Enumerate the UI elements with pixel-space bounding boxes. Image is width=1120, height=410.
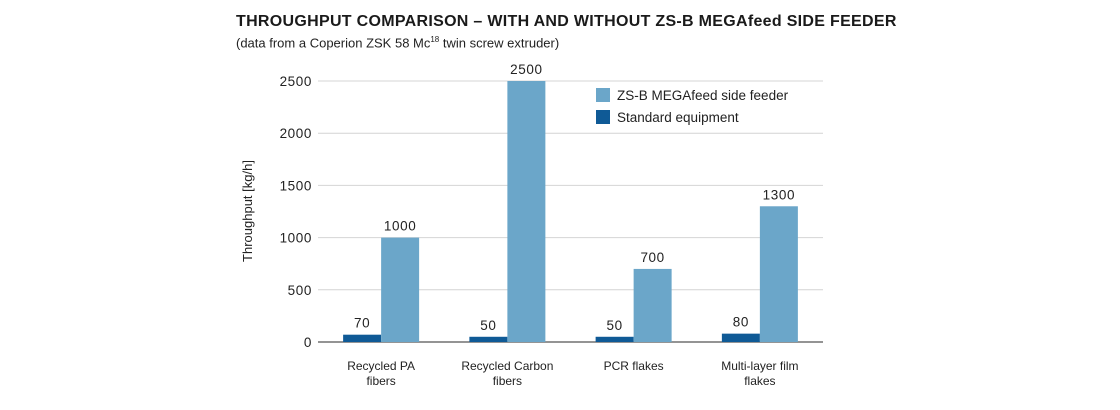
bar-megafeed — [759, 206, 798, 342]
bar-value-label: 1300 — [763, 187, 795, 202]
legend-swatch — [596, 88, 610, 102]
legend-label: ZS-B MEGAfeed side feeder — [617, 88, 789, 103]
legend-label: Standard equipment — [617, 110, 739, 125]
subtitle-text-start: (data from a Coperion ZSK 58 Mc — [236, 35, 431, 51]
x-category-label: Multi-layer film flakes — [721, 359, 798, 388]
bar-megafeed — [507, 81, 546, 342]
x-axis-categories: Recycled PA fibers Recycled Carbon fibers PC… — [347, 359, 798, 388]
bar-standard-equipment — [721, 333, 760, 342]
bars — [343, 81, 798, 342]
x-category-label: PCR flakes — [604, 359, 664, 373]
x-category-label: Recycled Carbon fibers — [461, 359, 553, 388]
x-category-label: Recycled PA fibers — [347, 359, 415, 388]
legend-swatch — [596, 110, 610, 124]
y-tick-label: 500 — [288, 283, 312, 298]
y-tick-label: 2000 — [280, 126, 312, 141]
bar-standard-equipment — [469, 336, 508, 342]
bar-standard-equipment — [343, 334, 382, 342]
bar-megafeed — [381, 237, 420, 342]
y-tick-label: 2500 — [280, 74, 312, 89]
bar-megafeed — [633, 268, 672, 342]
bar-standard-equipment — [595, 336, 634, 342]
bar-value-label: 700 — [640, 250, 664, 265]
bar-value-label: 1000 — [384, 219, 416, 234]
data-labels: 70 1000 50 2500 50 700 80 1300 — [354, 62, 795, 333]
bar-value-label: 80 — [733, 315, 749, 330]
chart-subtitle: (data from a Coperion ZSK 58 Mc18 twin s… — [236, 35, 559, 50]
bar-value-label: 50 — [480, 318, 496, 333]
chart-title: THROUGHPUT COMPARISON – WITH AND WITHOUT… — [236, 13, 897, 30]
y-tick-label: 1500 — [280, 178, 312, 193]
legend: ZS-B MEGAfeed side feeder Standard equipm… — [596, 88, 789, 125]
y-axis-label: Throughput [kg/h] — [240, 160, 255, 262]
bar-value-label: 70 — [354, 316, 370, 331]
bar-value-label: 50 — [607, 318, 623, 333]
bar-value-label: 2500 — [510, 62, 542, 77]
y-axis-ticks: 0 500 1000 1500 2000 2500 — [280, 74, 312, 350]
subtitle-superscript: 18 — [430, 35, 440, 44]
y-tick-label: 0 — [304, 335, 312, 350]
y-tick-label: 1000 — [280, 231, 312, 246]
subtitle-text-end: twin screw extruder) — [439, 35, 560, 51]
